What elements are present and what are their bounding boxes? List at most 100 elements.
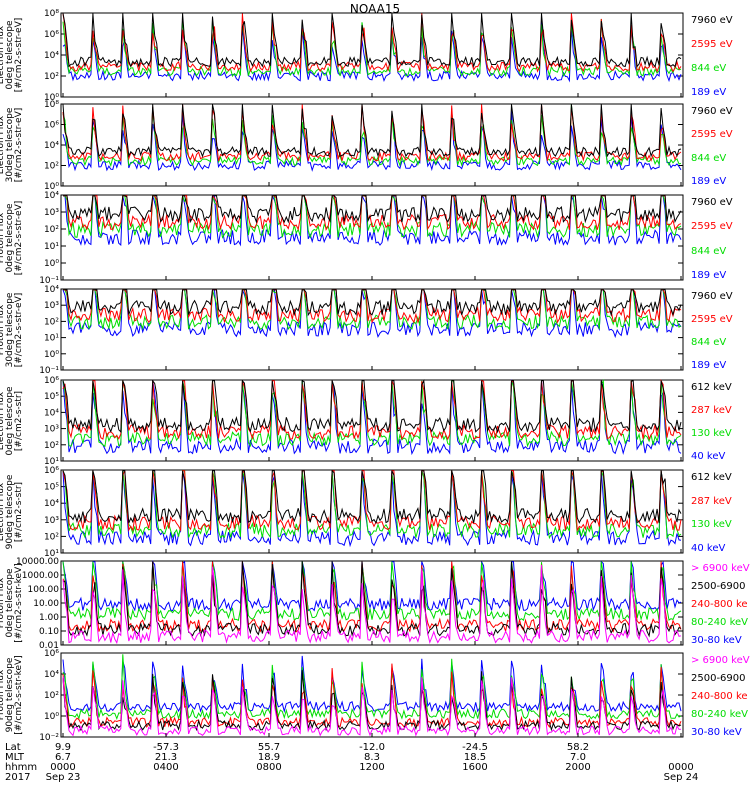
y-tick-label: 10⁶ — [44, 121, 59, 131]
y-tick-label: 10⁶ — [44, 466, 59, 476]
x-tick-label: 9.9 — [55, 742, 71, 753]
legend-entry: 612 keV — [691, 472, 732, 483]
legend-entry: 40 keV — [691, 451, 726, 462]
y-tick-label: 10¹ — [44, 334, 59, 344]
x-tick-label: 6.7 — [55, 752, 71, 763]
panel-ylabel: MEPED Proton Flux 90deg telescope [#/cm2… — [0, 655, 24, 735]
x-tick-label: 0000 — [50, 762, 76, 773]
series-trace — [62, 21, 682, 83]
panel-ylabel: TED Proton Flux 30deg telescope [#/cm2-s… — [0, 292, 24, 367]
series-trace — [62, 565, 682, 645]
series-trace — [62, 670, 682, 732]
legend-entry: 2595 eV — [691, 314, 733, 325]
x-row-label: hhmm — [5, 762, 38, 773]
y-tick-label: 10⁴ — [44, 141, 59, 151]
y-tick-label: 10⁴ — [44, 670, 59, 680]
series-trace — [63, 193, 682, 239]
y-tick-label: 10² — [44, 225, 59, 235]
y-tick-label: 10⁻² — [39, 733, 59, 743]
y-tick-label: 10⁶ — [44, 376, 59, 386]
y-tick-label: 10³ — [44, 301, 59, 311]
y-tick-label: 10⁶ — [44, 649, 59, 659]
legend-entry: 2595 eV — [691, 39, 733, 50]
legend-entry: 612 keV — [691, 382, 732, 393]
y-tick-label: 10² — [44, 441, 59, 451]
series-trace — [62, 379, 682, 456]
y-tick-label: 10⁴ — [44, 408, 59, 418]
series-trace — [63, 194, 682, 231]
series-trace — [62, 655, 682, 714]
y-tick-label: 10⁴ — [44, 285, 59, 295]
x-tick-label: -12.0 — [359, 742, 385, 753]
y-tick-label: 10¹ — [44, 457, 59, 467]
legend-entry: 2595 eV — [691, 129, 733, 141]
legend-entry: 7960 eV — [691, 15, 733, 26]
y-tick-label: 10⁰ — [44, 712, 59, 722]
series-trace — [63, 289, 682, 324]
legend-entry: 240-800 ke — [691, 599, 748, 610]
panel-frame — [60, 12, 684, 98]
x-tick-label: Sep 23 — [45, 772, 81, 783]
series-trace — [62, 289, 682, 339]
legend-entry: 844 eV — [691, 337, 727, 348]
x-tick-label: 7.0 — [570, 752, 586, 763]
y-tick-label: 10⁴ — [44, 51, 59, 61]
series-trace — [62, 13, 682, 69]
x-row-label: 2017 — [5, 772, 31, 783]
y-tick-label: 10⁰ — [44, 350, 59, 360]
y-tick-label: 10² — [44, 72, 59, 82]
panel-ylabel: MEPED Electron Flux 0deg telescope [#/cm… — [0, 385, 24, 456]
y-tick-label: 10⁰ — [44, 182, 59, 192]
y-tick-label: 0.10 — [39, 627, 59, 637]
legend-entry: 7960 eV — [691, 106, 733, 117]
y-tick-label: 10000.00 — [16, 557, 59, 567]
series-trace — [62, 560, 682, 613]
y-tick-label: 0.01 — [39, 641, 59, 651]
y-tick-label: 10⁻¹ — [39, 276, 59, 286]
series-trace — [62, 104, 682, 158]
y-tick-label: 10³ — [44, 208, 59, 218]
y-tick-label: 1.00 — [39, 613, 59, 623]
legend-entry: 240-800 ke — [691, 691, 748, 702]
panel-frame — [60, 103, 684, 187]
legend-entry: 2500-6900 — [691, 673, 746, 684]
series-trace — [62, 18, 682, 78]
panel-ylabel: TED Electron Flux 30deg telescope [#/cm2… — [0, 107, 24, 183]
x-tick-label: 0400 — [153, 762, 179, 773]
legend-entry: > 6900 keV — [691, 563, 750, 574]
x-tick-label: 18.9 — [257, 752, 281, 763]
y-tick-label: 10⁴ — [44, 499, 59, 509]
legend-entry: 2500-6900 — [691, 581, 746, 592]
y-tick-label: 10⁸ — [44, 9, 59, 19]
y-tick-label: 10⁶ — [44, 30, 59, 40]
y-tick-label: 10² — [44, 691, 59, 701]
panel-ylabel: TED Proton Flux 0deg telescope [#/cm2-s-… — [0, 200, 24, 275]
series-trace — [62, 561, 682, 622]
series-trace — [62, 654, 682, 721]
legend-entry: 189 eV — [691, 270, 727, 281]
series-trace — [62, 104, 682, 163]
legend-entry: 844 eV — [691, 245, 727, 257]
series-trace — [62, 379, 682, 434]
x-tick-label: 8.3 — [364, 752, 380, 763]
y-tick-label: 10³ — [44, 516, 59, 526]
legend-entry: 844 eV — [691, 152, 727, 164]
legend-entry: 40 keV — [691, 543, 726, 554]
panel-ylabel: MEPED Electron Flux 90deg telescope [#/c… — [0, 474, 24, 549]
y-tick-label: 10⁰ — [44, 93, 59, 103]
y-tick-label: 10⁴ — [44, 191, 59, 201]
legend-entry: 189 eV — [691, 176, 727, 187]
legend-entry: 189 eV — [691, 360, 727, 371]
x-tick-label: 0000 — [668, 762, 694, 773]
legend-entry: 189 eV — [691, 87, 727, 98]
x-tick-label: 1200 — [359, 762, 385, 773]
series-trace — [62, 469, 682, 525]
series-trace — [63, 289, 682, 317]
x-tick-label: 21.3 — [154, 752, 178, 763]
x-tick-label: 2000 — [565, 762, 591, 773]
x-tick-label: Sep 24 — [663, 772, 699, 783]
y-tick-label: 10³ — [44, 425, 59, 435]
y-tick-label: 10² — [44, 162, 59, 172]
panel-ylabel: TED Electron Flux 0deg telescope [#/cm2-… — [0, 17, 24, 93]
